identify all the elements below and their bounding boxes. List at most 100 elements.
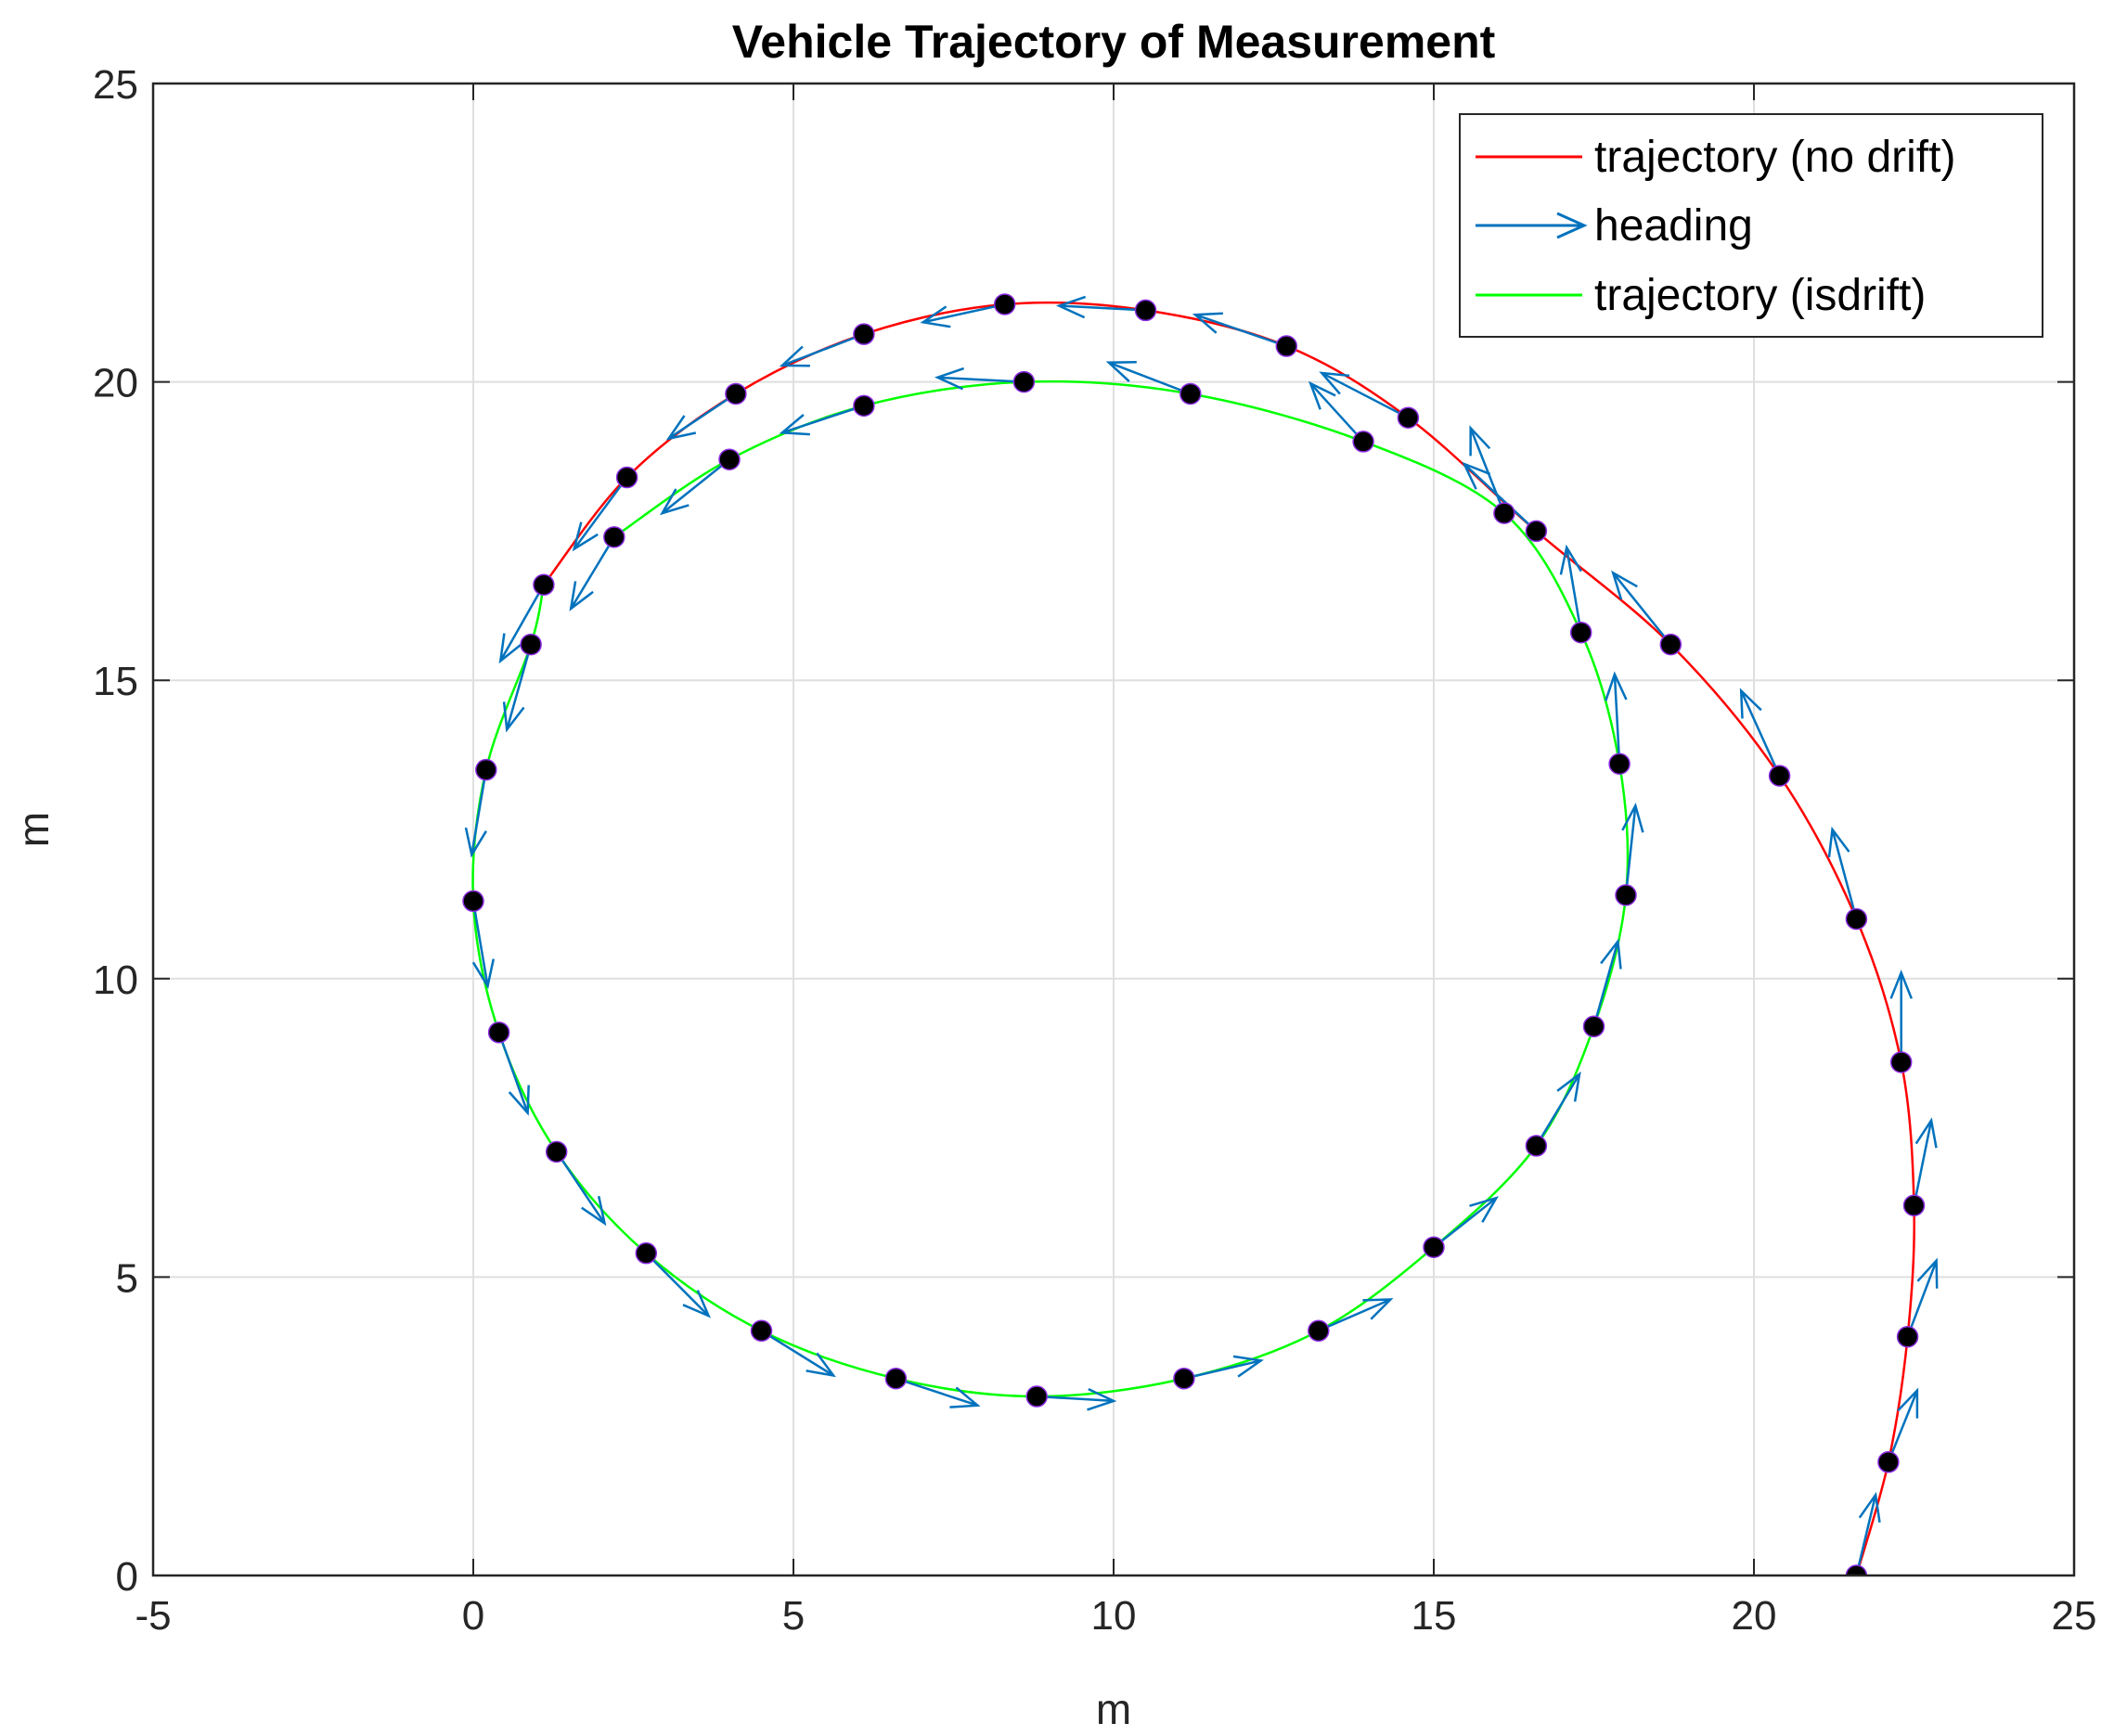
measurement-point (1134, 299, 1157, 322)
heading-arrow (1559, 544, 1582, 633)
series-heading (464, 295, 1939, 1575)
heading-arrow (934, 366, 1025, 391)
measurement-point (1352, 431, 1374, 453)
heading-arrow (779, 405, 865, 436)
measurement-point (462, 890, 484, 912)
y-tick-label: 25 (93, 62, 138, 108)
measurement-point (1889, 1051, 1913, 1074)
measurement-markers (462, 293, 1926, 1575)
measurement-point (635, 1241, 658, 1265)
heading-arrow (1192, 312, 1287, 348)
measurement-point (1608, 752, 1631, 775)
measurement-point (1896, 1325, 1919, 1348)
heading-arrow (1308, 380, 1365, 443)
y-axis-ticks: 0 5 10 15 20 25 (93, 62, 2074, 1600)
y-tick-label: 15 (93, 659, 138, 704)
heading-arrow (569, 536, 615, 611)
heading-arrow (1605, 671, 1628, 765)
measurement-point (1012, 370, 1036, 393)
heading-arrow (498, 584, 545, 664)
measurement-point (1902, 1194, 1926, 1216)
measurement-point (993, 293, 1016, 315)
legend-arrowhead-heading (1556, 212, 1588, 239)
heading-arrow (555, 1151, 607, 1227)
measurement-point (520, 633, 542, 656)
measurement-point (1845, 907, 1868, 931)
y-tick-label: 20 (93, 361, 138, 406)
heading-arrow (1827, 826, 1858, 919)
measurement-point (1179, 382, 1202, 405)
heading-arrow (1105, 361, 1192, 395)
legend-label-heading: heading (1594, 201, 1753, 251)
measurement-point (1525, 520, 1548, 543)
chart-title: Vehicle Trajectory of Measurement (732, 16, 1496, 68)
measurement-point (750, 1319, 773, 1343)
heading-arrow (1433, 1196, 1499, 1249)
heading-arrow (471, 900, 496, 990)
heading-arrow (1855, 1491, 1881, 1575)
measurement-point (1423, 1236, 1445, 1258)
plot-area (462, 293, 1939, 1575)
heading-arrow (659, 458, 730, 516)
y-tick-label: 5 (116, 1255, 138, 1301)
measurement-point (615, 466, 638, 489)
heading-arrow (464, 769, 488, 858)
heading-arrow (760, 1330, 836, 1378)
measurement-point (1173, 1367, 1195, 1390)
heading-arrow (1319, 371, 1409, 419)
measurement-point (853, 394, 875, 418)
heading-arrow (1906, 1257, 1939, 1338)
heading-arrow (645, 1252, 711, 1318)
heading-arrow (1889, 970, 1913, 1062)
heading-arrow (665, 392, 737, 441)
measurement-point (1877, 1451, 1900, 1473)
measurement-point (1768, 765, 1791, 787)
measurement-point (1659, 633, 1682, 656)
heading-arrow (1318, 1298, 1394, 1332)
measurement-point (1615, 884, 1637, 907)
x-tick-label: 10 (1091, 1593, 1137, 1639)
measurement-point (1582, 1015, 1605, 1038)
heading-arrow (502, 644, 533, 733)
measurement-point (1525, 1135, 1548, 1157)
measurement-point (1397, 406, 1420, 429)
x-tick-label: 0 (462, 1593, 484, 1639)
legend-label-no-drift: trajectory (no drift) (1594, 133, 1955, 182)
measurement-point (487, 1021, 510, 1044)
heading-arrow (1462, 461, 1538, 533)
heading-arrow (1592, 938, 1622, 1027)
measurement-point (533, 573, 555, 597)
x-tick-label: 20 (1732, 1593, 1777, 1639)
heading-arrow (1913, 1117, 1938, 1206)
heading-arrow (1621, 802, 1644, 895)
measurement-point (545, 1140, 568, 1164)
heading-arrow (1739, 688, 1781, 777)
y-tick-label: 10 (93, 958, 138, 1003)
measurement-point (1025, 1385, 1048, 1408)
measurement-point (603, 526, 625, 548)
x-tick-label: 5 (782, 1593, 805, 1639)
measurement-point (1308, 1319, 1330, 1343)
heading-arrow (896, 1377, 981, 1408)
y-axis-label: m (9, 812, 58, 847)
heading-arrow (1183, 1355, 1264, 1380)
x-tick-label: -5 (135, 1593, 171, 1639)
x-tick-label: 15 (1411, 1593, 1457, 1639)
measurement-point (1275, 335, 1298, 357)
heading-arrow (497, 1032, 530, 1116)
heading-arrow (1037, 1387, 1117, 1411)
x-tick-label: 25 (2052, 1593, 2097, 1639)
x-axis-ticks: -5 0 5 10 15 20 25 (135, 84, 2096, 1639)
heading-arrow (779, 332, 865, 367)
measurement-point (1845, 1564, 1868, 1575)
heading-arrow (1469, 425, 1506, 514)
heading-arrow (1887, 1387, 1919, 1463)
heading-arrow (572, 476, 628, 552)
measurement-point (718, 448, 741, 470)
legend-label-isdrift: trajectory (isdrift) (1594, 271, 1926, 320)
legend: trajectory (no drift) heading trajectory… (1459, 113, 2043, 338)
measurement-point (475, 758, 497, 781)
heading-arrow (1055, 295, 1146, 319)
heading-arrow (920, 302, 1005, 328)
